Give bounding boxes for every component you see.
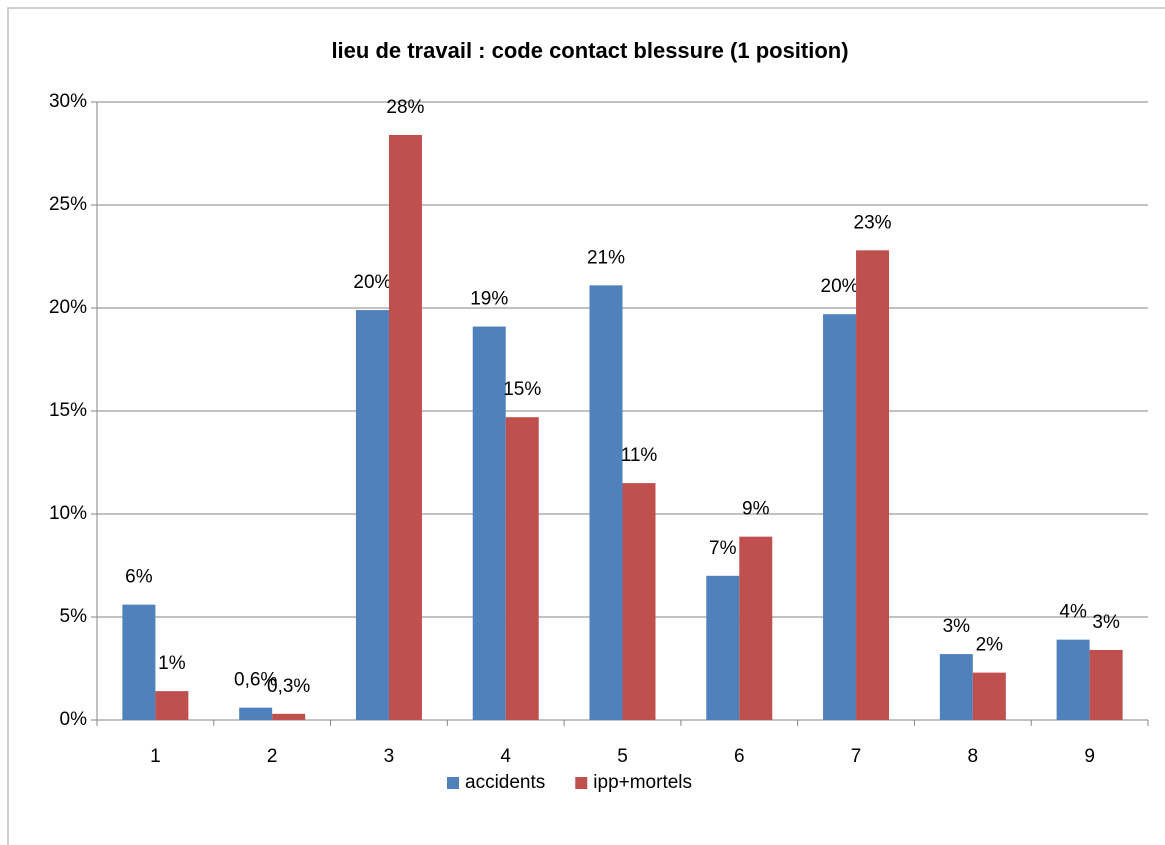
x-tick-label: 4 bbox=[500, 746, 511, 767]
legend-label: accidents bbox=[465, 772, 545, 793]
bar bbox=[272, 713, 306, 720]
y-tick-label: 0% bbox=[60, 709, 88, 730]
y-tick-label: 25% bbox=[49, 194, 87, 215]
value-label: 0,6% bbox=[234, 670, 277, 691]
bar bbox=[1056, 639, 1090, 720]
x-tick-label: 6 bbox=[734, 746, 745, 767]
value-label: 7% bbox=[709, 538, 737, 559]
value-label: 2% bbox=[976, 635, 1004, 656]
x-tick-label: 8 bbox=[968, 746, 979, 767]
bar bbox=[739, 536, 773, 720]
value-label: 28% bbox=[386, 97, 424, 118]
bar bbox=[856, 250, 890, 720]
y-tick-label: 5% bbox=[60, 606, 88, 627]
x-tick-label: 5 bbox=[617, 746, 628, 767]
y-tick-label: 10% bbox=[49, 503, 87, 524]
bar bbox=[589, 285, 623, 720]
value-label: 20% bbox=[821, 276, 859, 297]
chart-title: lieu de travail : code contact blessure … bbox=[331, 38, 848, 63]
value-label: 4% bbox=[1059, 602, 1087, 623]
legend-swatch bbox=[575, 777, 588, 789]
bar bbox=[122, 604, 156, 720]
value-label: 15% bbox=[503, 379, 541, 400]
bar bbox=[972, 672, 1006, 720]
value-label: 9% bbox=[742, 499, 770, 520]
x-tick-label: 3 bbox=[384, 746, 395, 767]
y-tick-label: 15% bbox=[49, 400, 87, 421]
x-tick-label: 2 bbox=[267, 746, 278, 767]
bar bbox=[706, 575, 740, 720]
bar bbox=[155, 691, 189, 720]
legend-label: ipp+mortels bbox=[593, 772, 692, 793]
bar bbox=[823, 314, 857, 720]
value-label: 23% bbox=[854, 212, 892, 233]
bar bbox=[505, 417, 539, 720]
value-label: 20% bbox=[353, 272, 391, 293]
bar bbox=[622, 483, 656, 720]
bar bbox=[239, 707, 273, 720]
bar bbox=[939, 654, 973, 720]
value-label: 3% bbox=[1092, 612, 1120, 633]
bar bbox=[355, 310, 389, 720]
y-tick-label: 30% bbox=[49, 91, 87, 112]
value-label: 0,3% bbox=[267, 676, 310, 697]
bar bbox=[388, 134, 422, 720]
value-label: 11% bbox=[621, 445, 658, 466]
legend-swatch bbox=[447, 777, 459, 789]
value-label: 1% bbox=[158, 653, 186, 674]
value-label: 6% bbox=[125, 567, 153, 588]
bar bbox=[1089, 649, 1123, 720]
x-tick-label: 1 bbox=[150, 746, 161, 767]
bar bbox=[472, 326, 506, 720]
value-label: 19% bbox=[470, 289, 508, 310]
y-tick-label: 20% bbox=[49, 297, 87, 318]
value-label: 3% bbox=[943, 616, 971, 637]
x-tick-label: 7 bbox=[851, 746, 862, 767]
x-tick-label: 9 bbox=[1084, 746, 1095, 767]
value-label: 21% bbox=[587, 247, 625, 268]
